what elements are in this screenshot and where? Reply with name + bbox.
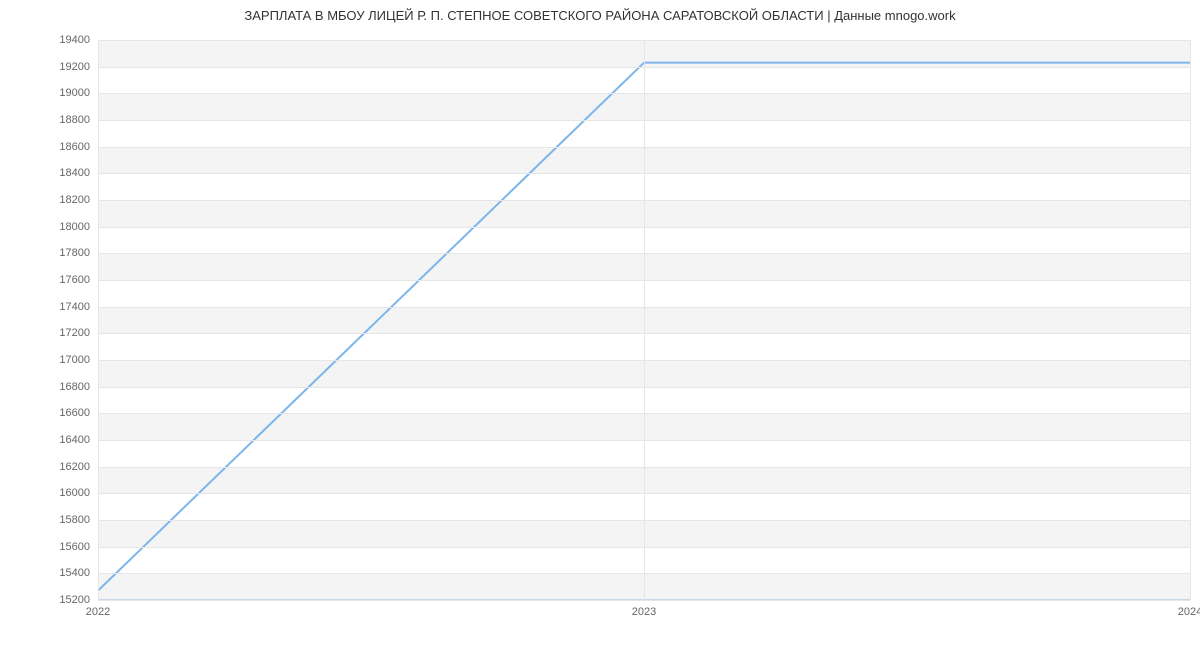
y-axis-label: 17600 bbox=[59, 274, 90, 286]
y-axis-label: 18800 bbox=[59, 114, 90, 126]
x-gridline bbox=[98, 40, 99, 600]
y-axis-label: 18600 bbox=[59, 141, 90, 153]
y-axis-label: 15800 bbox=[59, 514, 90, 526]
y-axis-label: 19400 bbox=[59, 34, 90, 46]
y-axis-label: 17400 bbox=[59, 301, 90, 313]
y-axis-label: 16600 bbox=[59, 407, 90, 419]
y-axis-label: 17800 bbox=[59, 247, 90, 259]
y-axis-label: 17000 bbox=[59, 354, 90, 366]
y-axis-label: 18200 bbox=[59, 194, 90, 206]
x-axis-label: 2022 bbox=[86, 606, 110, 618]
y-axis-label: 18400 bbox=[59, 167, 90, 179]
y-axis-label: 15400 bbox=[59, 567, 90, 579]
y-axis-label: 15200 bbox=[59, 594, 90, 606]
y-axis-label: 15600 bbox=[59, 541, 90, 553]
y-axis-label: 19000 bbox=[59, 87, 90, 99]
y-axis-label: 18000 bbox=[59, 221, 90, 233]
y-axis-label: 16400 bbox=[59, 434, 90, 446]
y-axis-label: 16000 bbox=[59, 487, 90, 499]
x-gridline bbox=[1190, 40, 1191, 600]
y-axis-label: 16800 bbox=[59, 381, 90, 393]
x-axis-label: 2023 bbox=[632, 606, 656, 618]
salary-line-chart: ЗАРПЛАТА В МБОУ ЛИЦЕЙ Р. П. СТЕПНОЕ СОВЕ… bbox=[0, 0, 1200, 650]
plot-area: 1520015400156001580016000162001640016600… bbox=[98, 40, 1190, 600]
y-axis-label: 17200 bbox=[59, 327, 90, 339]
x-axis-label: 2024 bbox=[1178, 606, 1200, 618]
y-gridline bbox=[98, 600, 1190, 601]
y-axis-label: 16200 bbox=[59, 461, 90, 473]
x-gridline bbox=[644, 40, 645, 600]
y-axis-label: 19200 bbox=[59, 61, 90, 73]
chart-title: ЗАРПЛАТА В МБОУ ЛИЦЕЙ Р. П. СТЕПНОЕ СОВЕ… bbox=[0, 8, 1200, 23]
